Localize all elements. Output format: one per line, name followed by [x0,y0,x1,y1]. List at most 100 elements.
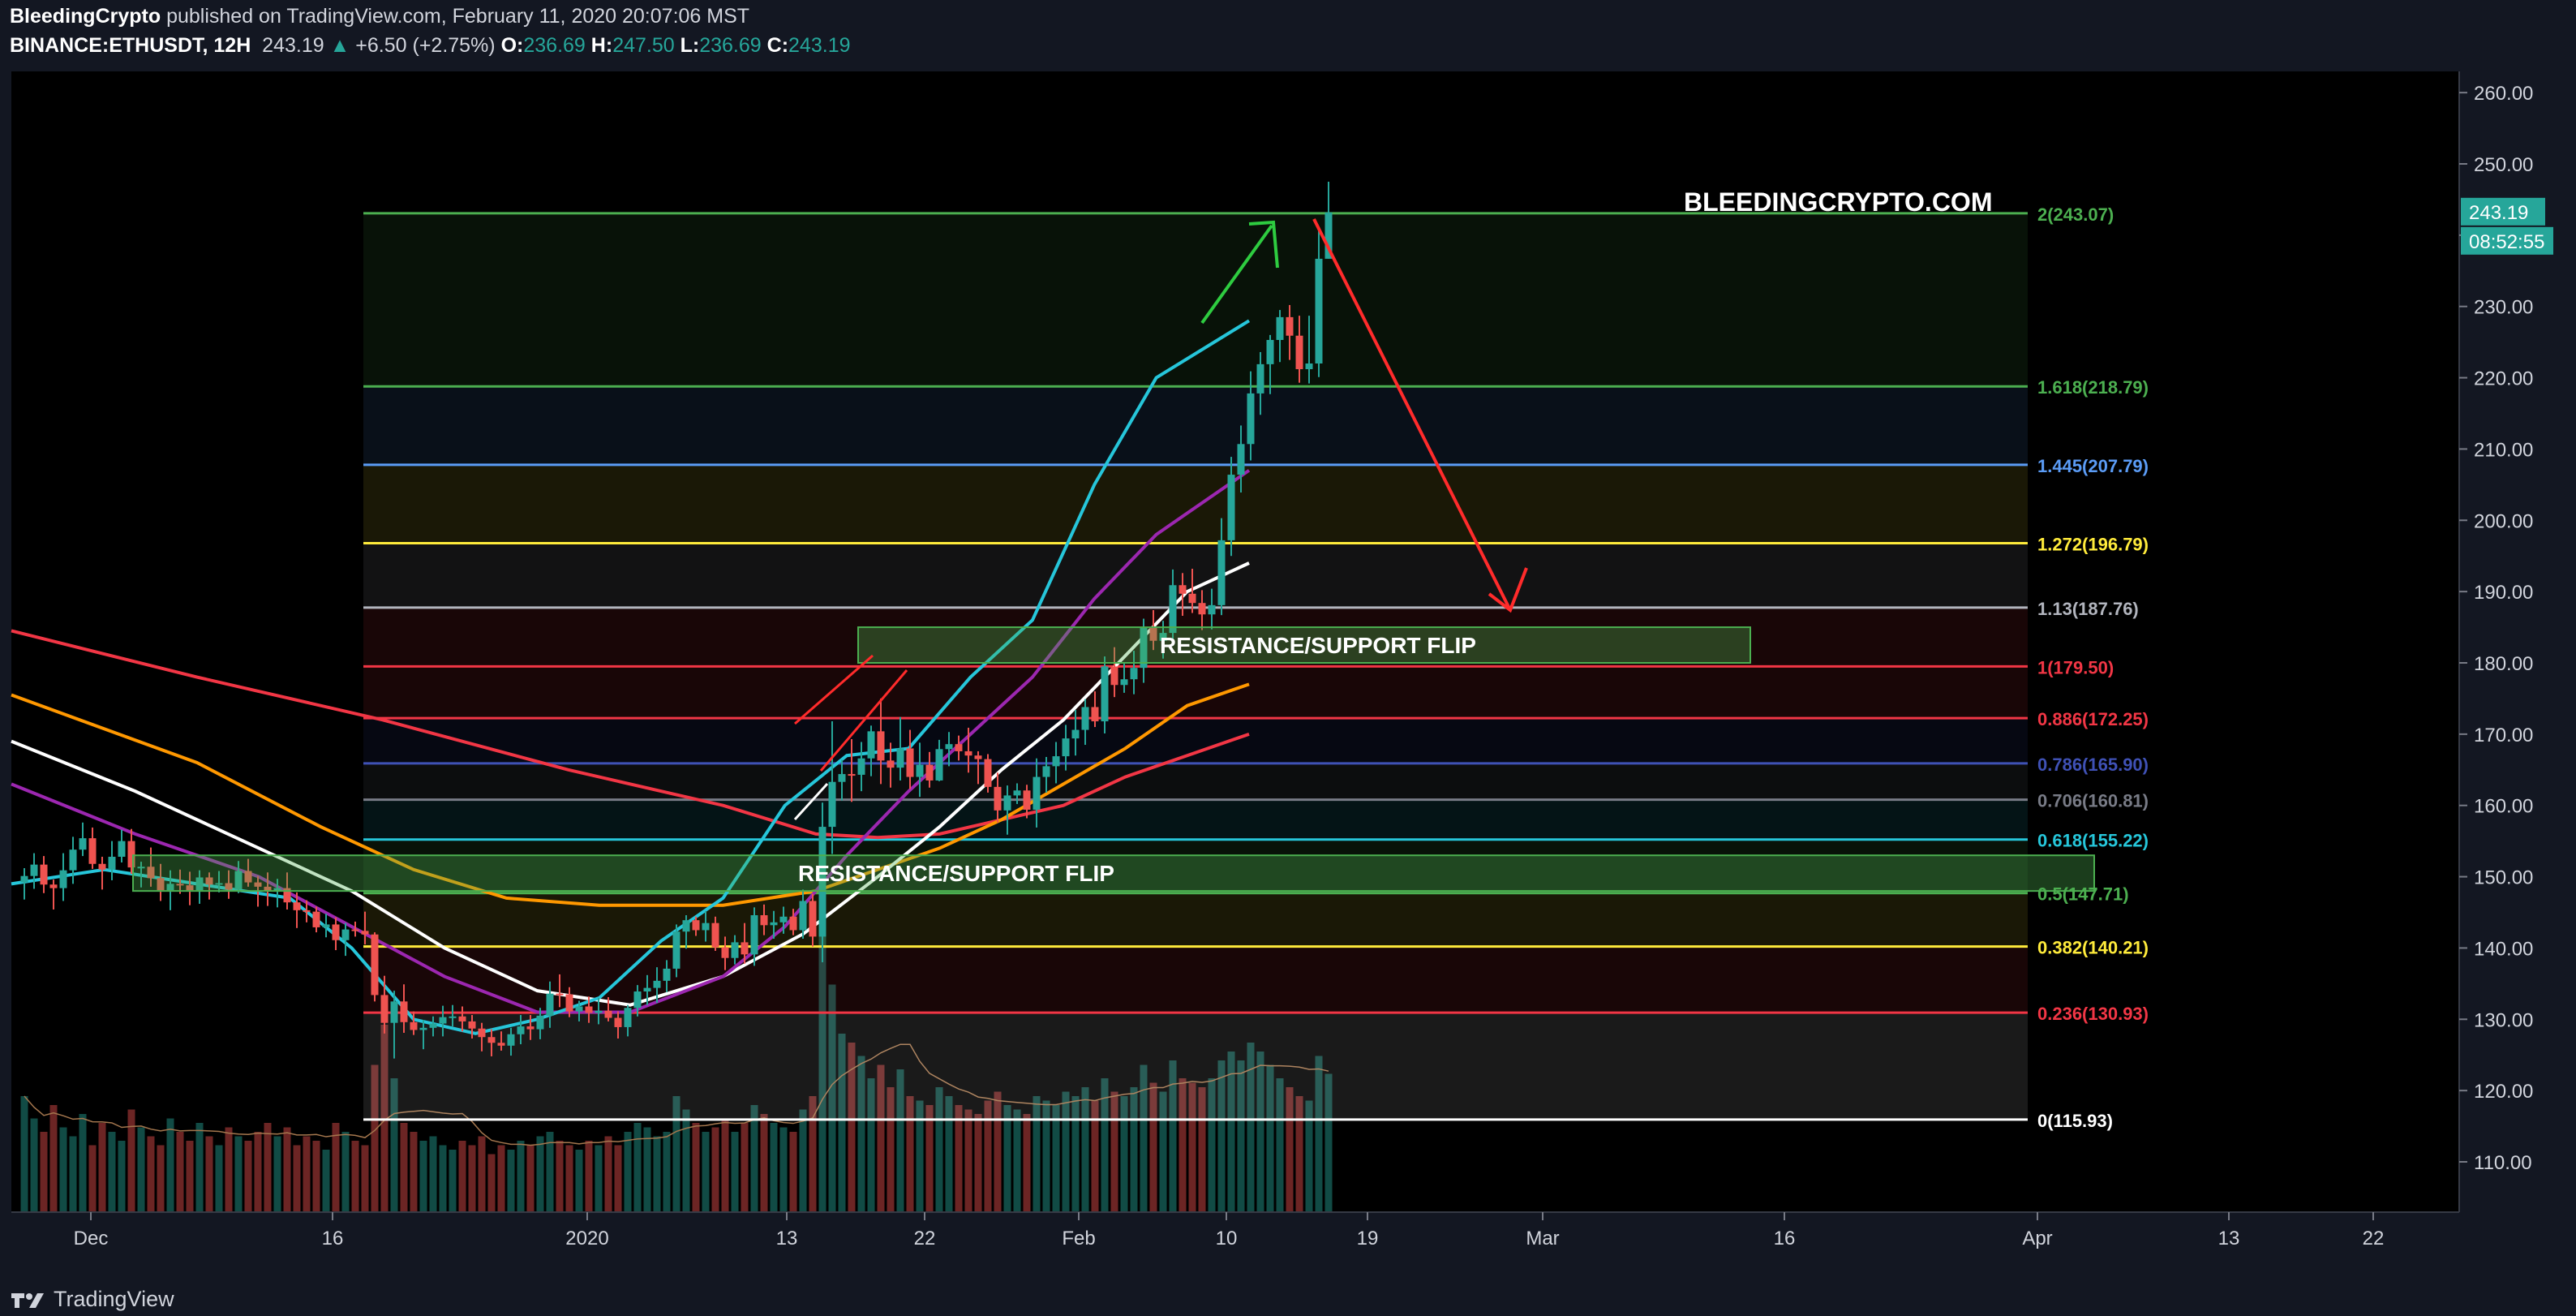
volume-bar [682,1109,690,1212]
candle-body [341,929,350,940]
candle-body [1237,444,1245,475]
candle-body [273,888,281,892]
volume-bar [79,1114,87,1212]
candle-body [166,884,174,891]
volume-bar [225,1127,233,1212]
volume-bar [1198,1087,1206,1212]
volume-bar [838,1034,846,1212]
watermark-text: BLEEDINGCRYPTO.COM [1684,187,1992,217]
candle-body [663,968,671,981]
fib-level-label: 0(115.93) [2037,1111,2113,1131]
candle-body [935,749,943,781]
candle-body [643,987,651,992]
volume-bar [273,1136,281,1212]
volume-bar [1130,1087,1138,1212]
volume-bar [186,1141,194,1212]
volume-bar [818,931,826,1212]
fib-level-label: 0.886(172.25) [2037,709,2149,729]
trend-line [794,654,874,725]
time-tick-label: Feb [1062,1228,1095,1249]
candle-body [1256,363,1264,394]
fib-zone [363,892,2028,947]
moving-average-line [11,629,1250,840]
fib-level-label: 0.706(160.81) [2037,791,2149,811]
price-chart[interactable]: 2(243.07) 1.618(218.79) 1.445(207.79) 1.272… [0,68,2576,1284]
candle-body [916,764,924,777]
volume-bar [517,1141,525,1212]
fib-level-label: 0.786(165.90) [2037,755,2149,775]
tradingview-logo[interactable]: TradingView [10,1287,174,1312]
candle-body [69,849,77,871]
candle-body [526,1026,535,1030]
volume-bar [49,1105,58,1212]
volume-bar [779,1127,788,1212]
candle-body [322,924,330,927]
candle-body [818,827,826,937]
volume-bar [556,1141,564,1212]
volume-bar [1033,1096,1041,1212]
volume-bar [137,1127,145,1212]
volume-bar [293,1145,301,1212]
volume-bar [341,1132,350,1212]
trend-line [793,782,829,821]
volume-bar [663,1132,671,1212]
volume-bar [20,1096,28,1212]
volume-bar [906,1096,914,1212]
volume-bar [1091,1100,1099,1212]
volume-bar [731,1132,739,1212]
volume-bar [857,1056,865,1212]
candle-body [711,922,719,948]
candle-body [575,1006,583,1012]
volume-bar [916,1100,924,1212]
author-name[interactable]: BleedingCrypto [10,5,161,28]
volume-bar [205,1136,213,1212]
candle-body [1110,666,1118,686]
volume-bar [799,1109,807,1212]
fib-level-label: 0.5(147.71) [2037,884,2129,905]
price-tick-label: 260.00 [2474,83,2533,105]
candle-body [1042,766,1050,777]
candle-body [176,884,184,886]
candle-body [30,864,38,876]
price-tick-label: 110.00 [2474,1152,2532,1174]
price-tick-label: 190.00 [2474,582,2533,604]
candle-body [624,1008,632,1027]
candle-body [390,1001,398,1023]
symbol-label[interactable]: BINANCE:ETHUSDT, 12H [10,34,251,57]
fib-level-label: 0.382(140.21) [2037,938,2149,958]
candle-body [721,947,729,958]
time-tick-label: 22 [2363,1228,2385,1249]
fib-level-label: 0.618(155.22) [2037,831,2149,851]
time-tick-label: 19 [1357,1228,1379,1249]
time-tick-label: 13 [2218,1228,2240,1249]
candle-body [702,922,710,931]
candle-body [974,755,982,759]
fib-level-label: 2(243.07) [2037,204,2114,225]
volume-bar [254,1132,262,1212]
volume-bar [750,1105,758,1212]
candle-body [20,875,28,883]
candle-body [741,942,749,955]
volume-bar [672,1096,680,1212]
volume-bar [546,1132,554,1212]
fib-zone [363,763,2028,800]
time-tick-label: Mar [1526,1228,1559,1249]
last-price-badge [2461,197,2545,226]
volume-bar [1052,1105,1060,1212]
countdown-text: 08:52:55 [2469,231,2544,253]
candle-body [254,882,262,887]
candle-body [906,748,914,777]
candle-body [770,922,778,926]
volume-bar [945,1096,953,1212]
volume-bar [1071,1096,1080,1212]
candle-body [750,915,758,955]
volume-bar [887,1087,895,1212]
open-label: O: [500,34,524,57]
volume-bar [1286,1087,1294,1212]
volume-bar [30,1118,38,1212]
close-label: C: [766,34,789,57]
candle-body [380,995,389,1023]
volume-bar [1217,1060,1226,1212]
candle-body [439,1017,447,1024]
volume-bar [536,1136,544,1212]
